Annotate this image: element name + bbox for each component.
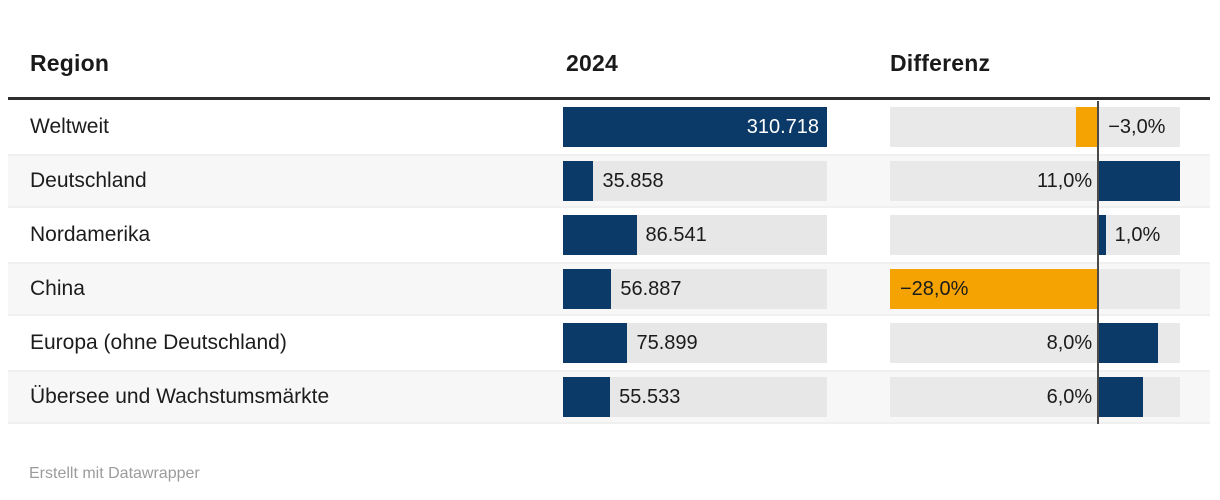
region-label: Deutschland	[30, 169, 147, 192]
value-label: 86.541	[645, 224, 707, 246]
column-header-region: Region	[30, 50, 110, 76]
value-bar	[563, 161, 594, 201]
diff-bar	[1098, 161, 1180, 201]
diff-bar	[890, 269, 1099, 309]
table-body: Weltweit 310.718 −3,0% Deutschland 35.85…	[8, 100, 1210, 424]
value-bar	[563, 215, 637, 255]
diff-label: 8,0%	[1046, 332, 1093, 354]
value-label: 75.899	[636, 332, 698, 354]
table-row: Weltweit 310.718 −3,0%	[8, 100, 1210, 154]
table-row: Europa (ohne Deutschland) 75.899 8,0%	[8, 316, 1210, 370]
diff-bar-track: −28,0%	[890, 269, 1180, 309]
diff-bar-track: 1,0%	[890, 215, 1180, 255]
region-label: China	[30, 277, 85, 300]
value-label: 56.887	[620, 278, 682, 300]
value-bar-track: 55.533	[563, 377, 827, 417]
value-bar-track: 86.541	[563, 215, 827, 255]
column-header-2024: 2024	[566, 50, 618, 76]
value-bar-track: 310.718	[563, 107, 827, 147]
table-row: China 56.887 −28,0%	[8, 262, 1210, 316]
diff-bar	[1098, 377, 1143, 417]
table-row: Deutschland 35.858 11,0%	[8, 154, 1210, 208]
diff-bar-track: −3,0%	[890, 107, 1180, 147]
value-bar	[563, 269, 612, 309]
value-bar-track: 75.899	[563, 323, 827, 363]
region-label: Weltweit	[30, 115, 109, 138]
diff-bar	[1098, 215, 1106, 255]
data-table: Region 2024 Differenz Weltweit 310.718 −…	[8, 0, 1210, 424]
header-rule	[8, 97, 1210, 100]
table-rows: Weltweit 310.718 −3,0% Deutschland 35.85…	[8, 100, 1210, 424]
table-row: Übersee und Wachstumsmärkte 55.533 6,0%	[8, 370, 1210, 424]
value-bar	[563, 323, 628, 363]
diff-label: 6,0%	[1046, 386, 1093, 408]
diff-label: −3,0%	[1108, 116, 1166, 138]
value-bar	[563, 377, 611, 417]
column-header-differenz: Differenz	[890, 50, 991, 76]
diff-bar	[1098, 323, 1158, 363]
diff-bar-track: 8,0%	[890, 323, 1180, 363]
value-bar-track: 35.858	[563, 161, 827, 201]
region-label: Europa (ohne Deutschland)	[30, 331, 287, 354]
value-bar-track: 56.887	[563, 269, 827, 309]
value-bar	[563, 107, 827, 147]
diff-bar-track: 6,0%	[890, 377, 1180, 417]
zero-baseline-axis	[1097, 101, 1100, 424]
attribution-text: Erstellt mit Datawrapper	[29, 465, 200, 482]
diff-bar-track: 11,0%	[890, 161, 1180, 201]
table-row: Nordamerika 86.541 1,0%	[8, 208, 1210, 262]
diff-label: 11,0%	[1036, 170, 1093, 192]
value-label: 35.858	[602, 170, 664, 192]
region-label: Nordamerika	[30, 223, 151, 246]
diff-label: −28,0%	[900, 278, 969, 300]
diff-label: 1,0%	[1114, 224, 1161, 246]
value-label: 310.718	[746, 116, 819, 138]
value-label: 55.533	[619, 386, 681, 408]
diff-bar	[1075, 107, 1099, 147]
table-header: Region 2024 Differenz	[8, 0, 1210, 97]
region-label: Übersee und Wachstumsmärkte	[30, 385, 330, 408]
